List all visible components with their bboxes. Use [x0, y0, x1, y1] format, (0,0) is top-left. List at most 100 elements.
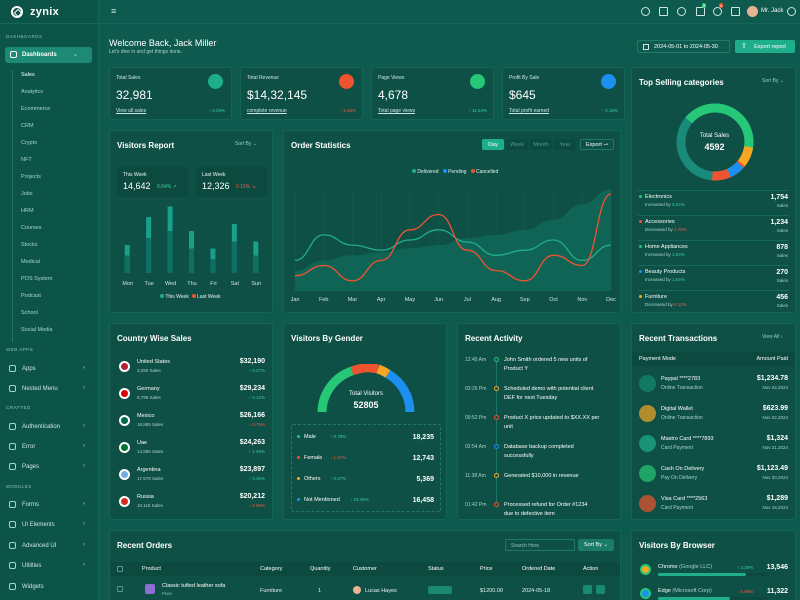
browser-change: ↑ 3.26% — [737, 565, 754, 570]
sidebar-item-label: Error — [22, 444, 36, 450]
export-label: Export report — [754, 43, 786, 50]
delete-icon[interactable] — [596, 585, 605, 594]
export-report-button[interactable]: ⇪ Export report — [735, 40, 795, 53]
user-name[interactable]: Mr. Jack — [761, 8, 784, 14]
stat-change: ↑ 0.18% — [601, 108, 618, 113]
customer-avatar — [353, 586, 361, 594]
gender-dot — [297, 477, 300, 480]
sidebar-sub-crm[interactable]: CRM — [21, 123, 34, 129]
visitors-gender-card: Visitors By Gender Total Visitors 52805 … — [283, 323, 447, 520]
sidebar-sub-social-media[interactable]: Social Media — [21, 327, 53, 333]
sidebar-sub-medical[interactable]: Medical — [21, 259, 40, 265]
sort-by-button[interactable]: Sort By ⌄ — [578, 539, 614, 551]
sidebar-sub-hrm[interactable]: HRM — [21, 208, 34, 214]
category-value: 1,234 — [770, 219, 788, 226]
stat-card: Profit By Sale $645 Total profit earned ↑ 0… — [502, 67, 625, 120]
sidebar-item-widgets[interactable]: Widgets — [0, 579, 99, 595]
chevron-right-icon: › — [83, 501, 85, 507]
browser-progress-fill — [658, 597, 730, 600]
stat-link[interactable]: Total page views — [378, 108, 415, 114]
sidebar-item-pages[interactable]: Pages › — [0, 459, 99, 475]
export-button[interactable]: Export ⇀ — [580, 139, 614, 150]
menu-toggle-icon[interactable]: ≡ — [111, 6, 117, 16]
sort-by-dropdown[interactable]: Sort By ⌄ — [235, 141, 257, 147]
sidebar-sub-courses[interactable]: Courses — [21, 225, 42, 231]
tab-week[interactable]: Week — [506, 139, 528, 150]
sidebar-item-forms[interactable]: Forms › — [0, 497, 99, 513]
sidebar-sub-analytics[interactable]: Analytics — [21, 89, 44, 95]
layers-icon — [9, 385, 16, 392]
sidebar-item-error[interactable]: Error › — [0, 439, 99, 455]
card-title: Recent Transactions — [639, 334, 718, 343]
sidebar-item-utilities[interactable]: Utilities › — [0, 558, 99, 574]
theme-icon[interactable] — [677, 7, 686, 16]
edit-icon[interactable] — [583, 585, 592, 594]
sidebar-item-dashboards[interactable]: Dashboards ⌄ — [5, 47, 92, 63]
sort-by-dropdown[interactable]: Sort By ⌄ — [762, 78, 784, 84]
tab-year[interactable]: Year — [554, 139, 576, 150]
x-tick-label: Wed — [165, 281, 176, 287]
col-price: Price — [480, 566, 493, 572]
gear-icon[interactable] — [787, 7, 796, 16]
x-tick-label: Apr — [377, 297, 386, 303]
view-all-button[interactable]: View All › — [762, 334, 783, 340]
sidebar-sub-school[interactable]: School — [21, 310, 38, 316]
stat-link[interactable]: Total profit earned — [509, 108, 550, 114]
gender-change: ↑ 0.27% — [330, 476, 347, 481]
country-sales-card: Country Wise Sales United States 3,290 Sa… — [109, 323, 273, 520]
x-tick-label: Nov — [577, 297, 587, 303]
transaction-name: Digital Wallet — [661, 406, 693, 412]
paypal-icon — [639, 375, 656, 392]
sidebar-sub-crypto[interactable]: Crypto — [21, 140, 38, 146]
browser-name: Chrome (Google LLC) — [658, 564, 712, 570]
sidebar-item-apps[interactable]: Apps › — [0, 361, 99, 377]
card-title: Recent Activity — [465, 334, 523, 343]
app-logo[interactable]: zynix — [0, 0, 98, 24]
date-range-picker[interactable]: 2024-05-01 to 2024-05-30 — [637, 40, 730, 53]
search-input[interactable]: Search Here — [505, 539, 575, 551]
bell-icon[interactable] — [713, 7, 722, 16]
section-webapps: WEB APPS — [6, 347, 34, 352]
translate-icon[interactable] — [659, 7, 668, 16]
sidebar-sub-jobs[interactable]: Jobs — [21, 191, 33, 197]
tab-day[interactable]: Day — [482, 139, 504, 150]
country-sales: 16,885 Sales — [137, 422, 164, 427]
country-name: Mexico — [137, 413, 155, 419]
sidebar-sub-pos-system[interactable]: POS System — [21, 276, 53, 282]
tab-month[interactable]: Month — [530, 139, 552, 150]
sidebar-sub-sales[interactable]: Sales — [21, 72, 35, 78]
col-action: Action — [583, 566, 599, 572]
visitors-bar-chart: Mon Tue Wed Thu Fri Sat Sun — [122, 206, 261, 287]
sidebar-item-nested[interactable]: Nested Menu › — [0, 381, 99, 397]
row-checkbox[interactable] — [117, 586, 123, 592]
stat-change: ↑ 0.29% — [208, 108, 225, 113]
gender-list-box — [291, 424, 441, 512]
cart-icon[interactable] — [696, 7, 705, 16]
sidebar-sub-stocks[interactable]: Stocks — [21, 242, 38, 248]
this-week-box: This Week 14,642 0.64% ↗ — [117, 167, 188, 197]
section-dashboards: DASHBOARDS — [6, 34, 43, 39]
line-pending — [294, 229, 612, 262]
upload-icon: ⇪ — [741, 43, 747, 50]
country-change: ↑ 0.36% — [248, 476, 265, 481]
transaction-type: Online Transaction — [661, 385, 703, 391]
sidebar-item-ui[interactable]: UI Elements › — [0, 517, 99, 533]
fullscreen-icon[interactable] — [731, 7, 740, 16]
activity-extra: Product Y — [504, 366, 529, 372]
x-tick-label: Sat — [231, 281, 240, 287]
chrome-icon — [640, 564, 651, 575]
sidebar-item-auth[interactable]: Authentication › — [0, 419, 99, 435]
stat-link[interactable]: complete revenue — [247, 108, 287, 114]
sidebar-sub-podcast[interactable]: Podcast — [21, 293, 41, 299]
activity-extra: successfully — [504, 453, 534, 459]
select-all-checkbox[interactable] — [117, 566, 123, 572]
x-tick-label: May — [405, 297, 416, 303]
search-icon[interactable] — [641, 7, 650, 16]
stat-link[interactable]: View all sales — [116, 108, 147, 114]
avatar[interactable] — [747, 6, 758, 17]
sidebar-sub-ecommerce[interactable]: Ecommerce — [21, 106, 51, 112]
category-value: 456 — [776, 294, 788, 301]
sidebar-sub-nft[interactable]: NFT — [21, 157, 32, 163]
sidebar-item-advanced[interactable]: Advanced UI › — [0, 538, 99, 554]
sidebar-sub-projects[interactable]: Projects — [21, 174, 41, 180]
